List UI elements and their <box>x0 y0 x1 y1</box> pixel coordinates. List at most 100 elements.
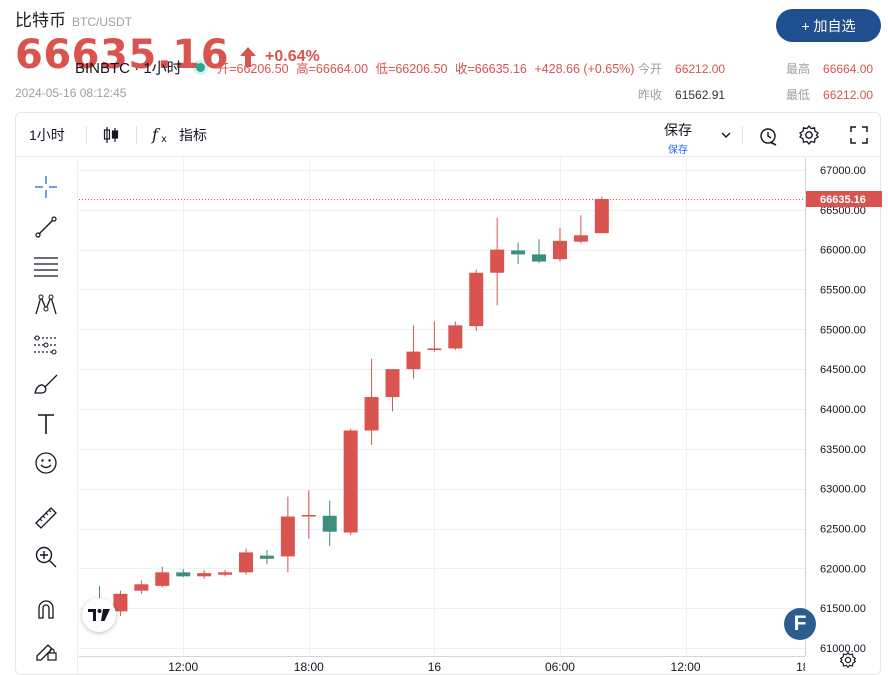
settings-button[interactable] <box>798 113 820 157</box>
time-axis-labels: 12:00 18:00 16 06:00 12:00 18:00 <box>168 660 826 674</box>
time-tick-label: 06:00 <box>545 660 575 674</box>
candle-body <box>301 514 316 517</box>
candle <box>532 239 547 264</box>
magnet-tool[interactable] <box>30 594 62 626</box>
pattern-icon <box>35 294 57 315</box>
alert-button[interactable] <box>757 113 779 157</box>
chevron-down-icon <box>721 132 731 138</box>
candle <box>218 569 233 577</box>
f-logo-badge: F <box>784 608 816 640</box>
pencil-lock-icon <box>36 644 57 661</box>
zoom-tool[interactable] <box>30 541 62 573</box>
current-price: 66635.16 <box>15 32 230 78</box>
price-tick-label: 64500.00 <box>820 364 866 376</box>
stat-prev-close: 昨收 61562.91 <box>638 86 725 103</box>
candle <box>343 428 358 535</box>
chart-legend: BINBTC · 1小时 开=66206.50 高=66664.00 低=662… <box>75 57 638 78</box>
candle <box>573 215 588 244</box>
time-tick-label: 18:00 <box>294 660 324 674</box>
gear-icon <box>799 124 819 146</box>
stat-open-value: 66212.00 <box>675 62 726 76</box>
fullscreen-icon <box>850 126 868 144</box>
candle <box>259 550 274 565</box>
candle-body <box>532 254 547 262</box>
legend-ohlc: 开=66206.50 高=66664.00 低=66206.50 收=66635… <box>217 58 639 77</box>
save-button[interactable]: 保存 保存 <box>664 120 692 156</box>
legend-symbol: BINBTC · 1小时 <box>75 60 182 77</box>
f-logo-icon: F <box>793 612 807 635</box>
interval-selector[interactable]: 1小时 <box>29 127 65 143</box>
candle-body <box>343 430 358 533</box>
brush-tool[interactable] <box>30 368 62 400</box>
time-tick-label: 12:00 <box>168 660 198 674</box>
candle-body <box>427 348 442 351</box>
measure-tool[interactable] <box>30 502 62 534</box>
ruler-icon <box>35 507 57 529</box>
text-tool[interactable] <box>30 408 62 440</box>
indicators-button[interactable]: f x 指标 <box>151 113 207 157</box>
quote-timestamp: 2024-05-16 08:12:45 <box>15 86 127 100</box>
save-dropdown-button[interactable] <box>720 113 732 157</box>
svg-text:f: f <box>151 125 161 144</box>
asset-title: 比特币 BTC/USDT <box>15 6 132 31</box>
candle <box>552 228 567 262</box>
candle <box>322 500 337 547</box>
price-axis-labels: 61000.00 61500.00 62000.00 62500.00 63000.00… <box>806 165 882 655</box>
candle <box>280 496 295 573</box>
emoji-tool[interactable] <box>30 447 62 479</box>
price-change: +0.64% <box>265 48 320 65</box>
candle-type-button[interactable] <box>101 113 121 157</box>
legend-close: 收=66635.16 <box>454 62 527 76</box>
candle-body <box>448 325 463 349</box>
candle <box>155 566 170 588</box>
candle-body <box>594 199 609 234</box>
svg-text:x: x <box>161 134 167 145</box>
asset-name: 比特币 <box>15 11 66 30</box>
candle-body <box>511 250 526 255</box>
smiley-icon <box>35 452 57 474</box>
candle-body <box>218 572 233 575</box>
function-icon: f x <box>151 125 167 145</box>
pattern-tool[interactable] <box>30 289 62 321</box>
add-to-watchlist-button[interactable]: + 加自选 <box>776 9 881 42</box>
fib-tool[interactable] <box>30 250 62 282</box>
tradingview-logo[interactable] <box>82 598 116 632</box>
tv-logo-icon <box>88 609 110 621</box>
stat-low-value: 66212.00 <box>823 88 874 102</box>
price-tick-label: 61000.00 <box>820 643 866 655</box>
projection-tool[interactable] <box>30 329 62 361</box>
candle-body <box>490 249 505 273</box>
price-tick-label: 67000.00 <box>820 165 866 177</box>
candle <box>448 321 463 351</box>
candle-body <box>322 515 337 532</box>
levels-icon <box>34 335 58 355</box>
time-axis[interactable]: 12:00 18:00 16 06:00 12:00 18:00 <box>79 656 826 675</box>
price-axis[interactable]: 61000.00 61500.00 62000.00 62500.00 63000.00… <box>805 158 882 656</box>
candle-body <box>385 369 400 398</box>
stat-low-label: 最低 <box>786 88 811 102</box>
fullscreen-button[interactable] <box>849 113 869 157</box>
text-icon <box>38 414 54 434</box>
candle-body <box>155 572 170 586</box>
price-tick-label: 65500.00 <box>820 284 866 296</box>
candle-body <box>134 584 149 591</box>
axis-settings-gear-icon[interactable] <box>839 651 857 669</box>
last-price-tag <box>806 191 882 208</box>
candle <box>427 321 442 352</box>
stat-open: 今开 66212.00 <box>638 60 725 77</box>
save-sublabel: 保存 <box>668 145 688 156</box>
toolbar-divider <box>136 126 137 144</box>
lock-draw-tool[interactable] <box>30 634 62 666</box>
candle-body <box>197 573 212 577</box>
price-tick-label: 61500.00 <box>820 603 866 615</box>
price-tick-label: 63500.00 <box>820 444 866 456</box>
candle <box>134 580 149 594</box>
crosshair-tool[interactable] <box>30 171 62 203</box>
chart-plot-area[interactable] <box>79 158 812 656</box>
toolbar-divider <box>86 126 87 144</box>
price-tick-label: 63000.00 <box>820 484 866 496</box>
trend-line-tool[interactable] <box>30 211 62 243</box>
candle <box>364 358 379 445</box>
time-tick-label: 16 <box>428 660 442 674</box>
candle <box>176 569 191 578</box>
